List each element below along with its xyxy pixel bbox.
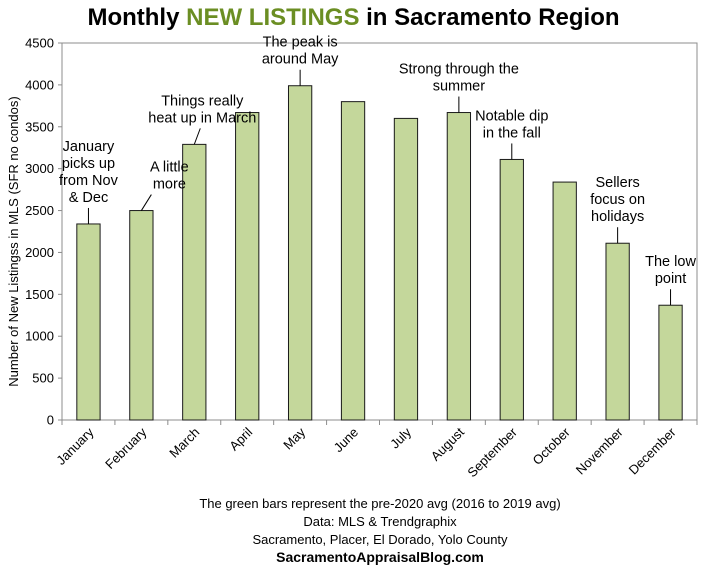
x-tick-label: March [166,425,202,461]
title-highlight: NEW LISTINGS [186,4,360,31]
annotation-november: Sellers focus on holidays [590,175,645,225]
y-tick-label: 3500 [25,119,54,134]
annotation-line: in the fall [483,125,541,141]
footer-note: The green bars represent the pre-2020 av… [199,496,561,511]
annotation-leader [193,128,201,145]
annotation-line: holidays [591,209,644,225]
bar-february [129,210,154,421]
y-tick-label: 0 [47,413,54,428]
y-tick-label: 1500 [25,287,54,302]
bar-may [287,85,313,421]
y-tick-label: 500 [32,371,54,386]
annotation-line: from Nov [59,173,119,189]
annotation-line: January [63,139,115,155]
annotation-line: The low [645,254,696,270]
x-tick-label: February [102,424,150,472]
bar-june [340,101,366,421]
annotation-line: summer [433,79,486,95]
x-tick-label: December [626,424,679,477]
annotation-line: picks up [62,156,115,172]
x-tick-label: September [464,424,520,480]
bar-january [76,223,101,421]
annotation-march: Things really heat up in March [148,93,256,126]
annotation-line: The peak is [263,35,338,51]
x-tick-label: August [428,424,467,463]
footer-website: SacramentoAppraisalBlog.com [276,549,484,565]
annotation-september: Notable dip in the fall [475,108,548,141]
y-tick-label: 4500 [25,36,54,51]
annotation-line: & Dec [69,190,109,206]
annotation-line: Things really [161,93,244,109]
y-tick-label: 3000 [25,161,54,176]
annotation-line: around May [262,52,339,68]
chart-annotations: January picks up from Nov & Dec A little more… [59,35,696,306]
annotation-february: A little more [150,160,189,193]
plot-frame [61,42,698,421]
x-tick-label: July [387,424,414,451]
annotation-line: focus on [590,192,645,208]
y-axis-label: Number of New Listingss in MLS (SFR no c… [6,96,21,386]
bar-march [182,143,207,421]
footer-region: Sacramento, Placer, El Dorado, Yolo Coun… [252,532,508,547]
x-tick-label: November [573,424,626,477]
bar-november [605,242,630,421]
annotation-may: The peak is around May [262,35,339,68]
annotation-line: point [655,271,686,287]
x-tick-label: May [280,424,308,452]
annotation-leader [140,194,152,211]
title-prefix: Monthly [87,4,187,31]
annotation-line: A little [150,160,189,176]
y-tick-label: 1000 [25,329,54,344]
bar-july [393,117,419,421]
annotation-august: Strong through the summer [399,62,519,95]
x-tick-label: June [331,425,362,456]
annotation-line: Sellers [595,175,639,191]
x-tick-label: October [530,424,574,468]
x-tick-label: January [53,424,97,468]
bar-october [552,181,577,421]
bar-august [446,112,472,421]
annotation-december: The low point [645,254,696,287]
annotation-line: heat up in March [148,110,256,126]
annotation-line: Strong through the [399,62,519,78]
y-tick-label: 2000 [25,245,54,260]
bar-december [658,304,683,421]
bar-september [499,158,524,421]
annotation-line: Notable dip [475,108,548,124]
x-tick-label: April [226,424,255,453]
y-tick-label: 2500 [25,203,54,218]
annotation-january: January picks up from Nov & Dec [59,139,119,206]
bar-april [235,112,260,421]
y-tick-label: 4000 [25,77,54,92]
chart-bars [76,85,683,421]
title-suffix: in Sacramento Region [359,4,620,31]
chart-title: Monthly NEW LISTINGS in Sacramento Regio… [0,4,707,32]
annotation-line: more [153,177,186,193]
footer-source: Data: MLS & Trendgraphix [303,514,457,529]
